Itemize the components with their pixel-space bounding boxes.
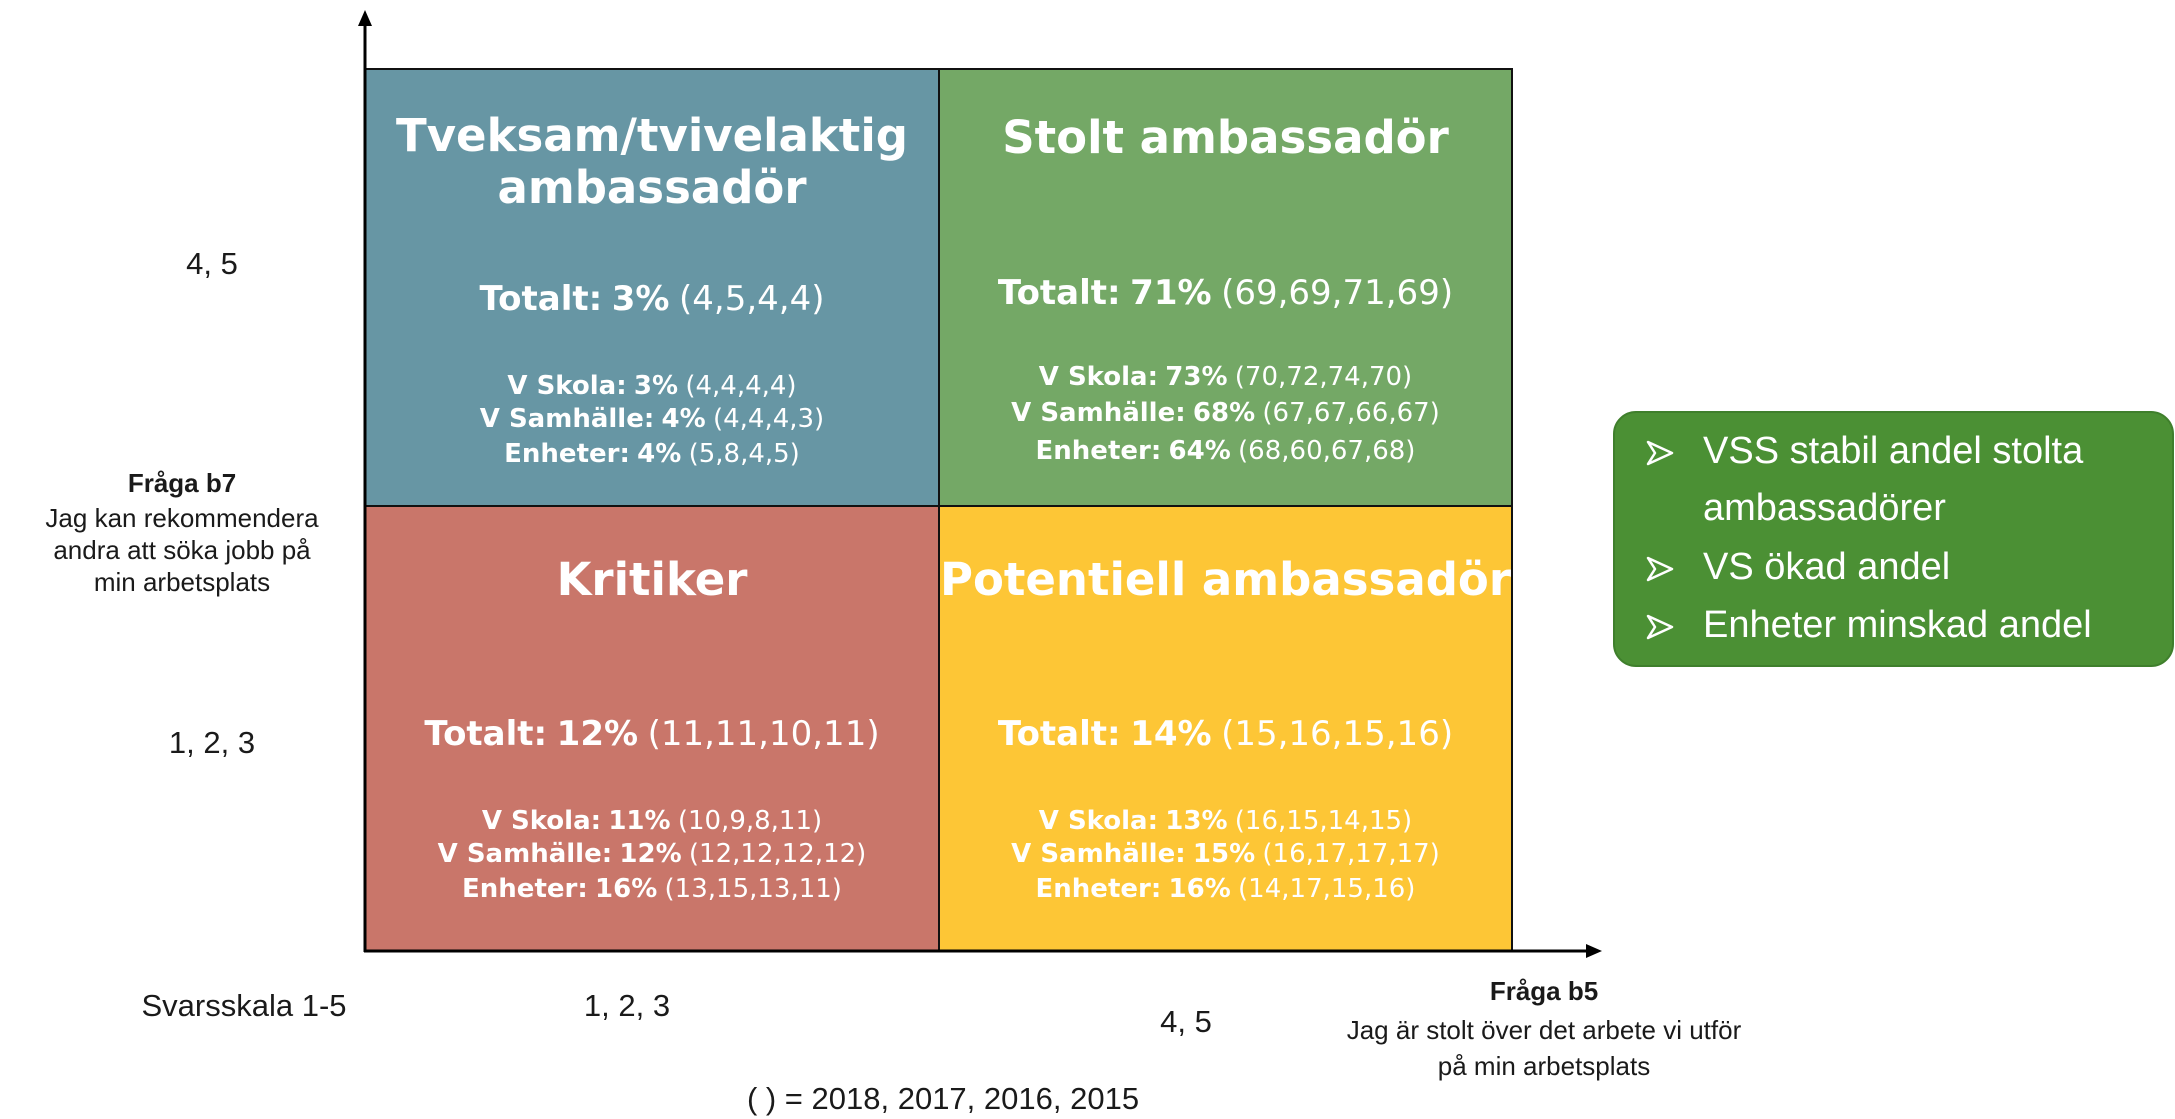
callout-item: ambassadörer — [1703, 487, 1946, 529]
y-high-label: 4, 5 — [186, 246, 238, 281]
quadrant-title: Stolt ambassadör — [1002, 111, 1449, 164]
bullet-arrow — [1646, 614, 1674, 640]
label: V Skola: — [482, 806, 601, 836]
label: V Samhälle: — [1011, 839, 1185, 869]
label: Totalt: — [998, 273, 1121, 313]
value: 12% — [557, 714, 638, 754]
total-line: Totalt: 71% (69,69,71,69) — [998, 273, 1453, 313]
label: Totalt: — [424, 714, 547, 754]
value: 11% — [608, 806, 670, 836]
label: V Skola: — [1039, 362, 1158, 392]
label: V Samhälle: — [480, 404, 654, 434]
total-line: Totalt: 12% (11,11,10,11) — [424, 714, 879, 754]
row-line: V Samhälle: 12% (12,12,12,12) — [438, 839, 867, 869]
row-line: V Skola: 11% (10,9,8,11) — [482, 806, 822, 836]
history: (14,17,15,16) — [1238, 874, 1415, 904]
history: (4,5,4,4) — [679, 279, 824, 319]
quadrant — [364, 505, 940, 952]
history: (70,72,74,70) — [1235, 362, 1412, 392]
label: Totalt: — [998, 714, 1121, 754]
history: (16,17,17,17) — [1262, 839, 1439, 869]
x-scale-label: Svarsskala 1-5 — [141, 988, 346, 1023]
year-legend: ( ) = 2018, 2017, 2016, 2015 — [747, 1081, 1139, 1116]
label: V Samhälle: — [438, 839, 612, 869]
label: Enheter: — [1036, 436, 1162, 466]
row-line: V Samhälle: 15% (16,17,17,17) — [1011, 839, 1440, 869]
value: 3% — [612, 279, 670, 319]
total-line: Totalt: 14% (15,16,15,16) — [998, 714, 1453, 754]
quadrant-title: Kritiker — [557, 553, 749, 606]
label: Enheter: — [462, 874, 588, 904]
y-axis-description: andra att söka jobb på — [53, 535, 311, 565]
history: (69,69,71,69) — [1221, 273, 1453, 313]
total-line: Totalt: 3% (4,5,4,4) — [479, 279, 824, 319]
history: (15,16,15,16) — [1221, 714, 1453, 754]
quadrant-title: ambassadör — [497, 161, 807, 214]
row-line: V Skola: 3% (4,4,4,4) — [507, 371, 796, 401]
row-line: V Samhälle: 68% (67,67,66,67) — [1011, 398, 1440, 428]
callout-item: VS ökad andel — [1703, 546, 1950, 588]
y-axis-description: min arbetsplats — [94, 567, 270, 597]
label: V Samhälle: — [1011, 398, 1185, 428]
y-axis-title: Fråga b7 — [128, 468, 236, 498]
value: 4% — [662, 404, 706, 434]
x-axis-title: Fråga b5 — [1490, 976, 1598, 1006]
quadrant — [938, 68, 1513, 507]
value: 73% — [1165, 362, 1227, 392]
value: 68% — [1193, 398, 1255, 428]
value: 16% — [595, 874, 657, 904]
row-line: Enheter: 16% (13,15,13,11) — [462, 874, 842, 904]
history: (11,11,10,11) — [648, 714, 880, 754]
history: (16,15,14,15) — [1235, 806, 1412, 836]
history: (4,4,4,3) — [713, 404, 824, 434]
callout-item: Enheter minskad andel — [1703, 604, 2092, 646]
history: (12,12,12,12) — [689, 839, 866, 869]
y-low-label: 1, 2, 3 — [169, 725, 255, 760]
history: (5,8,4,5) — [689, 439, 800, 469]
value: 64% — [1169, 436, 1231, 466]
value: 4% — [637, 439, 681, 469]
quadrant-title: Tveksam/tvivelaktig — [396, 109, 908, 162]
history: (67,67,66,67) — [1262, 398, 1439, 428]
value: 12% — [619, 839, 681, 869]
label: Enheter: — [504, 439, 630, 469]
x-axis-arrow — [1586, 944, 1602, 958]
callout-box — [1613, 411, 2174, 667]
row-line: V Skola: 13% (16,15,14,15) — [1039, 806, 1412, 836]
row-line: V Skola: 73% (70,72,74,70) — [1039, 362, 1412, 392]
history: (13,15,13,11) — [665, 874, 842, 904]
value: 13% — [1165, 806, 1227, 836]
bullet-arrow — [1646, 440, 1674, 466]
quadrant — [938, 505, 1513, 952]
label: V Skola: — [1039, 806, 1158, 836]
x-axis-description: Jag är stolt över det arbete vi utför — [1347, 1015, 1742, 1045]
label: Enheter: — [1036, 874, 1162, 904]
x-low-label: 1, 2, 3 — [584, 988, 670, 1023]
row-line: V Samhälle: 4% (4,4,4,3) — [480, 404, 824, 434]
row-line: Enheter: 16% (14,17,15,16) — [1036, 874, 1416, 904]
history: (4,4,4,4) — [685, 371, 796, 401]
bullet-arrow — [1646, 556, 1674, 582]
x-high-label: 4, 5 — [1160, 1004, 1212, 1039]
value: 3% — [634, 371, 678, 401]
value: 71% — [1130, 273, 1211, 313]
history: (68,60,67,68) — [1238, 436, 1415, 466]
y-axis-description: Jag kan rekommendera — [45, 503, 319, 533]
label: Totalt: — [479, 279, 602, 319]
value: 14% — [1130, 714, 1211, 754]
value: 15% — [1193, 839, 1255, 869]
x-axis-description: på min arbetsplats — [1438, 1051, 1650, 1081]
quadrant — [364, 68, 940, 507]
y-axis-arrow — [358, 10, 372, 26]
callout-item: VSS stabil andel stolta — [1703, 430, 2084, 472]
value: 16% — [1169, 874, 1231, 904]
row-line: Enheter: 64% (68,60,67,68) — [1036, 436, 1416, 466]
label: V Skola: — [507, 371, 626, 401]
callout-list: VSS stabil andel stolta ambassadörer VS ök… — [1646, 430, 2092, 646]
history: (10,9,8,11) — [678, 806, 822, 836]
row-line: Enheter: 4% (5,8,4,5) — [504, 439, 800, 469]
quadrant-title: Potentiell ambassadör — [940, 553, 1512, 606]
